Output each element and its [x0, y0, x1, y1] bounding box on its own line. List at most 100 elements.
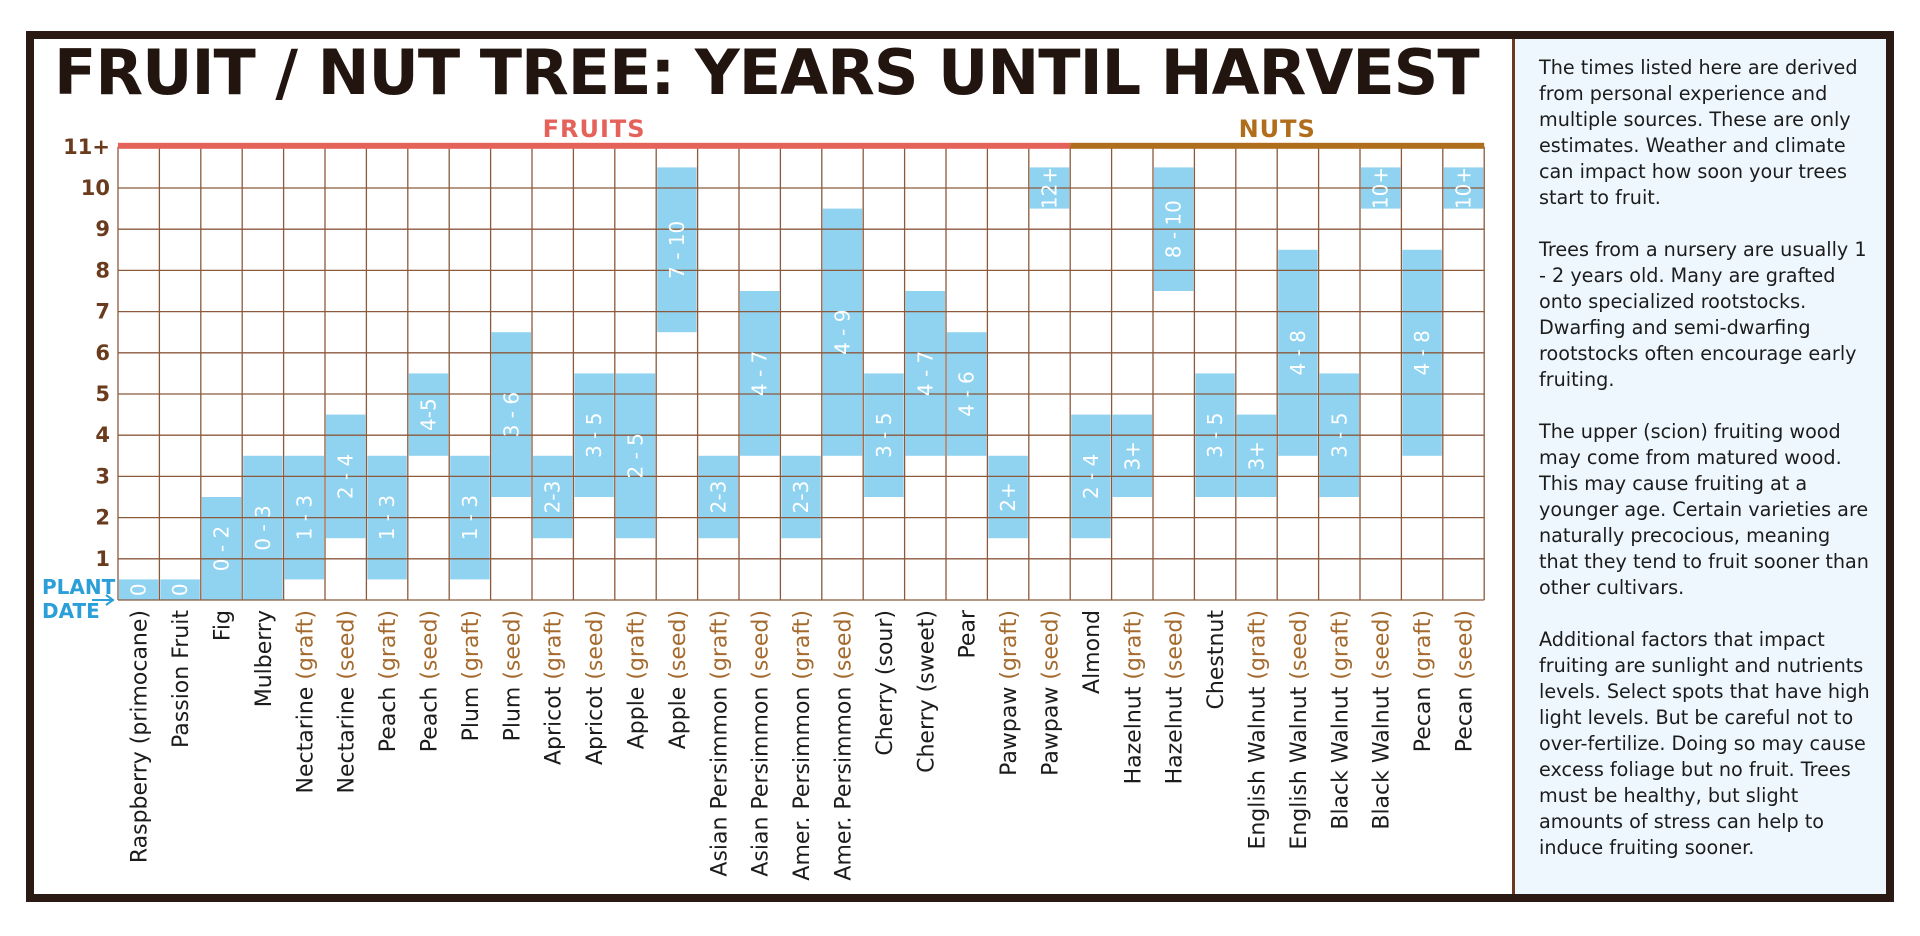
- bar-value-label: 2 - 4: [1079, 454, 1103, 499]
- bar-value-label: 10+: [1452, 167, 1476, 209]
- category-label: Apple (seed): [666, 610, 691, 749]
- category-label: Hazelnut (graft): [1121, 610, 1146, 784]
- note-paragraph: Trees from a nursery are usually 1 - 2 y…: [1539, 238, 1867, 391]
- bar-value-label: 3 - 6: [499, 392, 523, 437]
- section-line: [1070, 142, 1485, 149]
- category-label: Pawpaw (seed): [1039, 610, 1064, 776]
- bar-value-label: 0 - 2: [210, 526, 234, 571]
- category-label: Black Walnut (seed): [1370, 610, 1395, 830]
- bar-value-label: 2 - 5: [624, 433, 648, 478]
- category-label: Peach (graft): [376, 610, 401, 752]
- bar-value-label: 4 - 6: [955, 371, 979, 416]
- bar-value-label: 2+: [996, 482, 1020, 511]
- section-header: FRUITS: [543, 115, 646, 143]
- bar-value-label: 10+: [1369, 167, 1393, 209]
- bar-value-label: 4 - 8: [1286, 330, 1310, 375]
- bar-value-label: 0: [127, 583, 151, 596]
- category-label: Pecan (seed): [1453, 610, 1478, 752]
- y-tick-label: 5: [95, 382, 110, 406]
- category-label: Mulberry: [252, 610, 277, 707]
- bar-value-label: 2-3: [789, 481, 813, 514]
- y-tick-label: 3: [95, 464, 110, 488]
- y-tick-label: 6: [95, 341, 110, 365]
- range-bar: [781, 455, 821, 539]
- range-bar: [1112, 414, 1152, 497]
- category-label: Black Walnut (graft): [1328, 610, 1353, 830]
- category-label: Apricot (graft): [542, 610, 567, 765]
- range-bar: [408, 373, 449, 456]
- note-paragraph: The times listed here are derived from p…: [1539, 56, 1858, 209]
- category-label: Chestnut: [1204, 610, 1229, 710]
- notes-panel: The times listed here are derived from p…: [1512, 39, 1886, 894]
- range-bar: [657, 167, 697, 333]
- range-bar: [905, 291, 945, 456]
- category-label: Almond: [1080, 610, 1105, 694]
- bar-value-label: 3+: [1245, 441, 1269, 470]
- bar-value-label: 4 - 7: [748, 351, 772, 396]
- category-label: Apricot (seed): [583, 610, 608, 765]
- bar-value-label: 1 - 3: [458, 495, 482, 540]
- range-bar: [201, 497, 242, 600]
- range-bar: [491, 332, 531, 497]
- grid-layer: [117, 146, 1485, 601]
- bar-value-label: 12+: [1038, 167, 1062, 209]
- range-bar: [119, 579, 159, 600]
- category-label: Asian Persimmon (graft): [707, 610, 732, 877]
- bar-value-label: 7 - 10: [665, 221, 689, 279]
- y-tick-label: 7: [95, 300, 110, 324]
- category-label: Amer. Persimmon (seed): [832, 610, 857, 881]
- category-label: Apple (graft): [625, 610, 650, 749]
- category-label: Plum (graft): [459, 610, 484, 741]
- range-bar: [243, 455, 283, 600]
- category-label: Cherry (sweet): [914, 610, 939, 773]
- note-paragraph: Additional factors that impact fruiting …: [1539, 628, 1870, 859]
- category-label: Fig: [211, 610, 236, 641]
- plant-date-arrow-icon: [92, 594, 115, 606]
- bar-value-label: 3 - 5: [1203, 413, 1227, 458]
- category-label: English Walnut (seed): [1287, 610, 1312, 850]
- category-label: Pawpaw (graft): [997, 610, 1022, 776]
- category-label: Amer. Persimmon (graft): [790, 610, 815, 881]
- page-title: FRUIT / NUT TREE: YEARS UNTIL HARVEST: [54, 36, 1480, 109]
- y-tick-label: 8: [95, 258, 110, 282]
- category-label: Nectarine (seed): [335, 610, 360, 794]
- bar-value-label: 1 - 3: [292, 495, 316, 540]
- category-label: Raspberry (primocane): [128, 610, 153, 863]
- category-label: Cherry (sour): [873, 610, 898, 756]
- y-tick-label: 9: [95, 217, 110, 241]
- category-label: Hazelnut (seed): [1163, 610, 1188, 784]
- category-label: English Walnut (graft): [1246, 610, 1271, 850]
- category-label: Asian Persimmon (seed): [749, 610, 774, 877]
- section-headers: FRUITS NUTS: [118, 115, 1485, 149]
- bar-value-label: 2-3: [706, 481, 730, 514]
- range-bar: [698, 455, 738, 539]
- range-bar: [160, 579, 200, 600]
- bar-value-label: 4-5: [417, 398, 441, 431]
- range-bar: [740, 291, 780, 456]
- category-labels: Raspberry (primocane) Passion Fruit Fig Mul…: [128, 609, 1478, 881]
- bar-value-label: 2-3: [541, 481, 565, 514]
- plant-date-label: DATE: [42, 599, 100, 623]
- section-header: NUTS: [1239, 115, 1316, 143]
- range-bar: [822, 208, 863, 456]
- y-tick-label: 11+: [63, 135, 110, 159]
- category-label: Peach (seed): [418, 610, 443, 752]
- bar-value-label: 0 - 3: [251, 505, 275, 550]
- bar-value-label: 3 - 5: [1327, 413, 1351, 458]
- section-line: [118, 142, 1071, 149]
- bar-value-label: 3 - 5: [872, 413, 896, 458]
- y-tick-label: 4: [95, 423, 110, 447]
- bar-value-label: 3 - 5: [582, 413, 606, 458]
- bar-value-label: 0: [168, 583, 192, 596]
- bar-value-label: 8 - 10: [1162, 200, 1186, 258]
- bar-value-label: 4 - 9: [831, 310, 855, 355]
- range-bar: [533, 455, 573, 539]
- plant-date-label: PLANT: [42, 575, 116, 599]
- range-bar: [615, 373, 656, 539]
- category-label: Plum (seed): [500, 610, 525, 741]
- range-bar: [1236, 414, 1277, 497]
- bar-value-label: 1 - 3: [375, 495, 399, 540]
- y-tick-label: 2: [95, 506, 110, 530]
